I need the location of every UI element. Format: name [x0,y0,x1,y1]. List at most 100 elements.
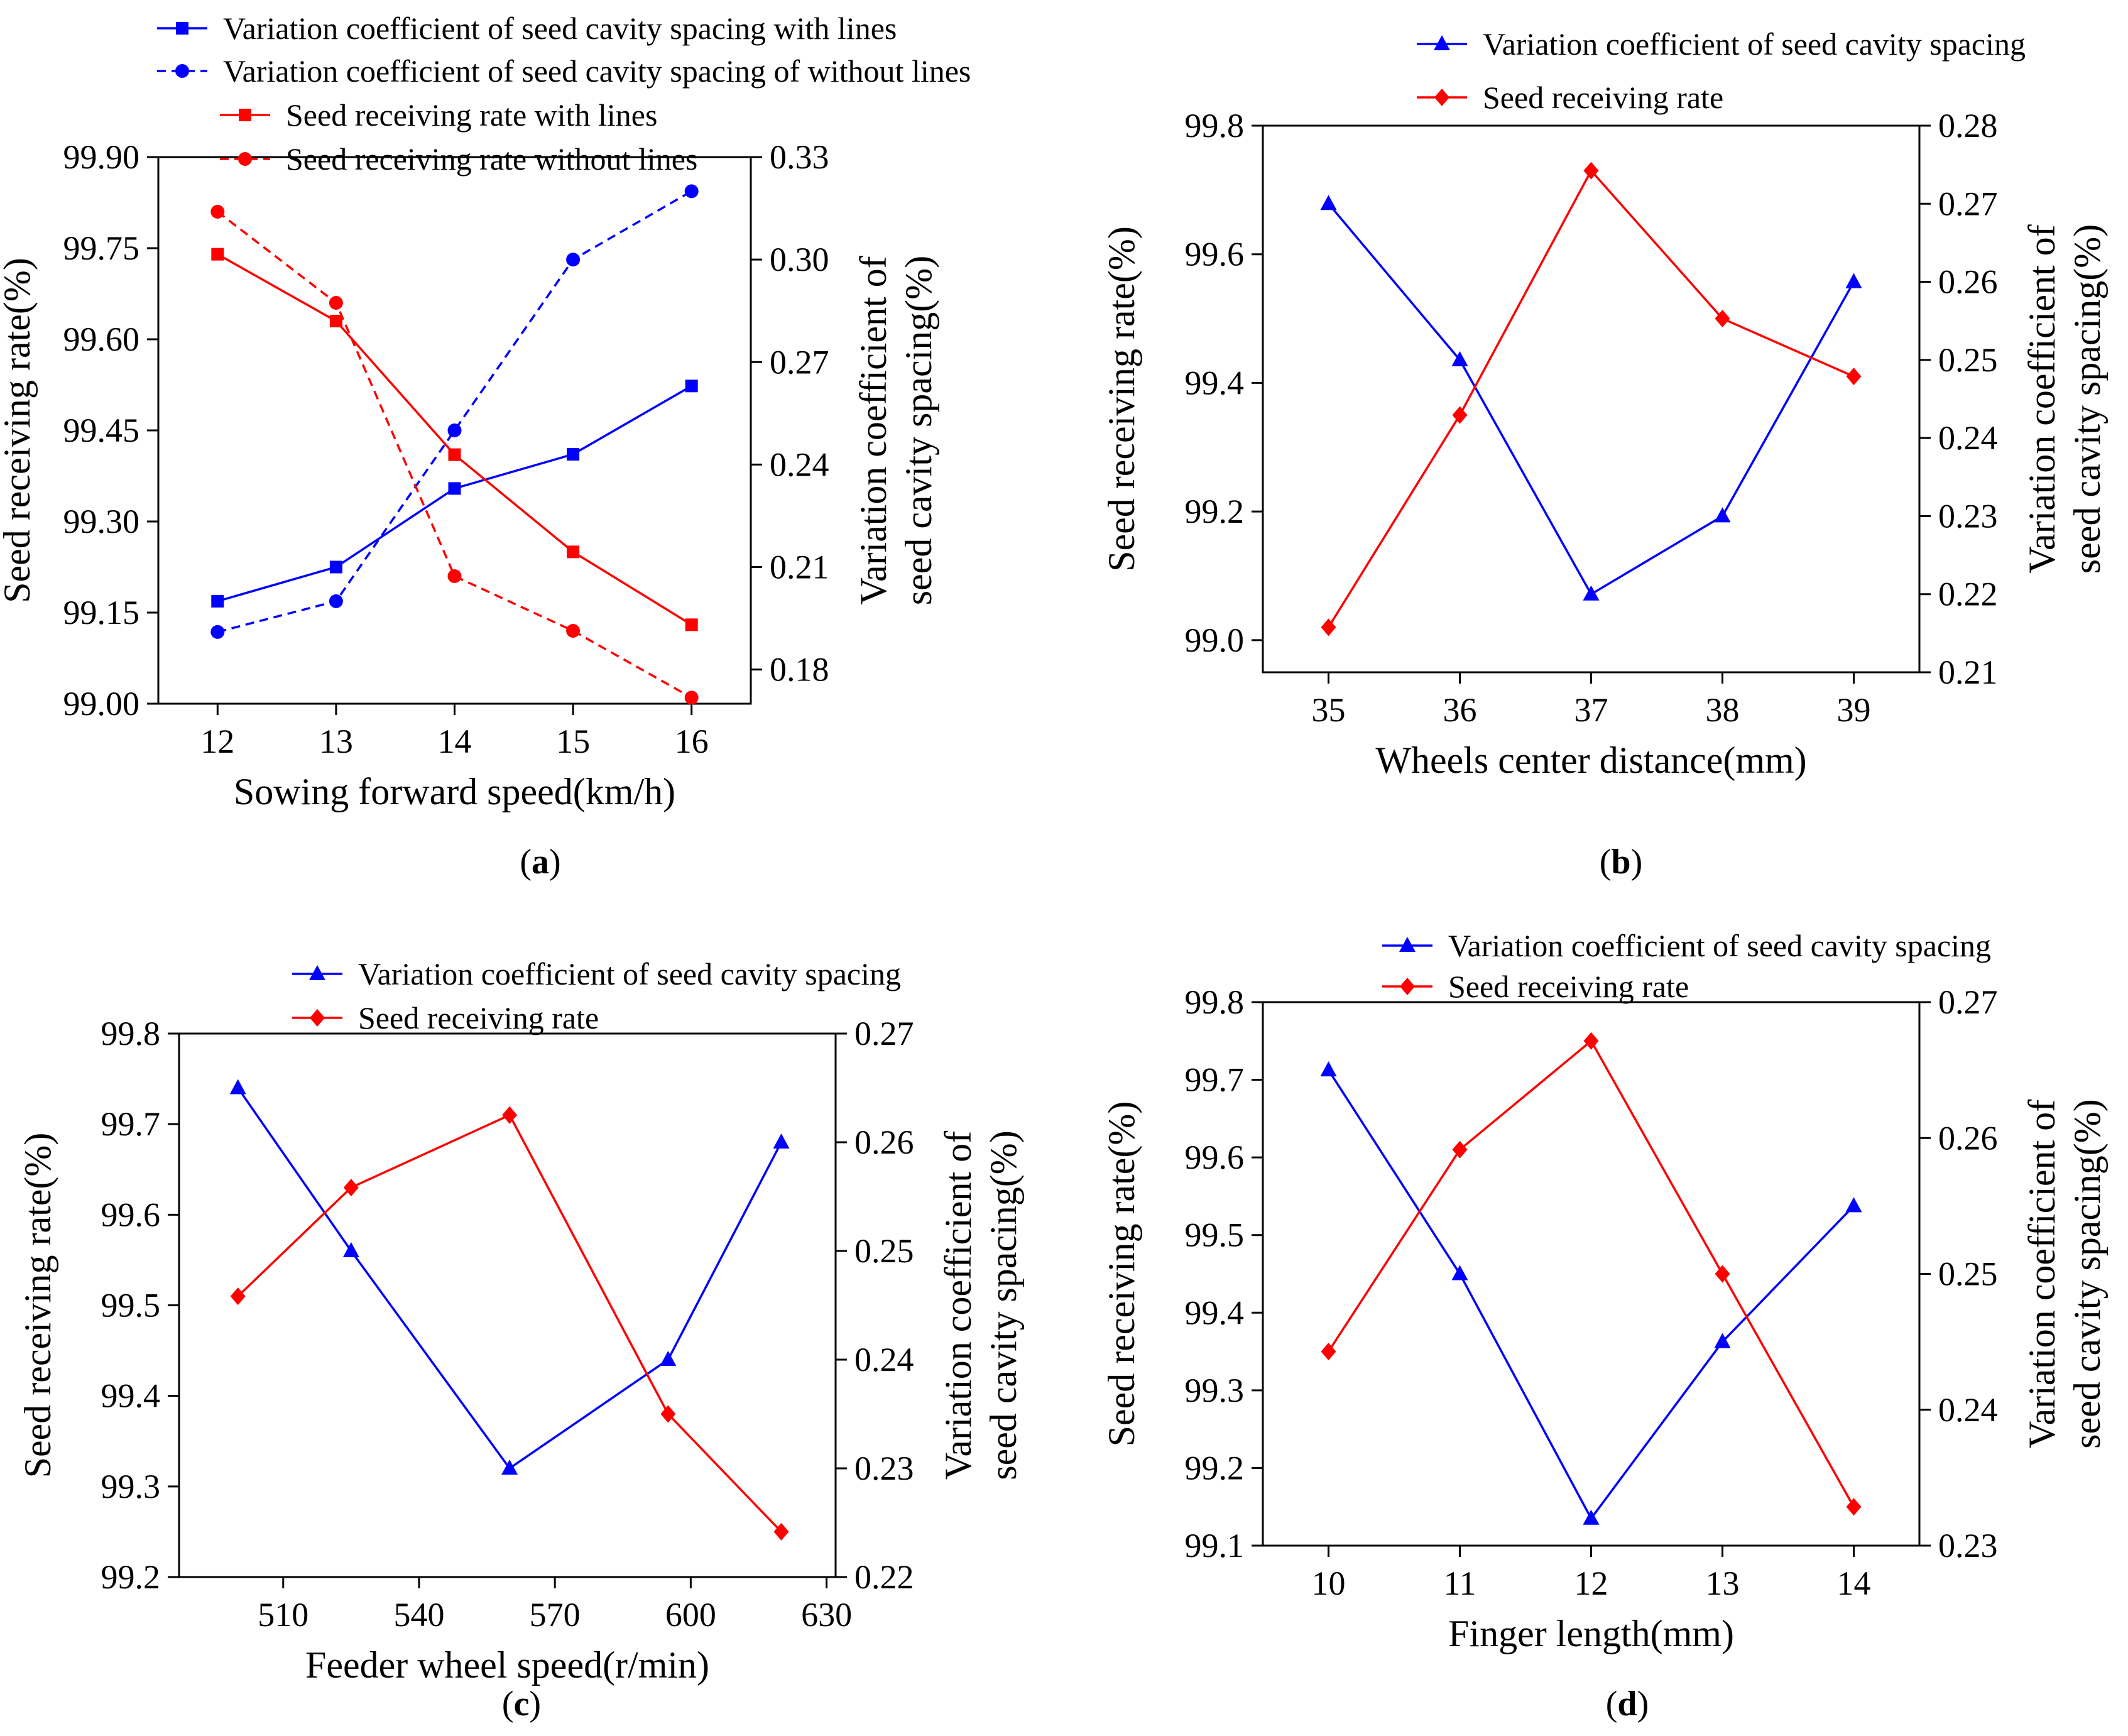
series-line [217,253,692,626]
legend-label: Seed receiving rate without lines [286,141,697,177]
y-left-axis-label: Seed receiving rate(%) [1101,1101,1142,1447]
y-right-axis-label-line: Variation coefficient of [853,256,894,604]
marker-diamond [343,1179,359,1197]
y-right-tick-label: 0.21 [1938,653,1998,691]
x-tick-label: 13 [319,723,353,760]
panel-label: (a) [520,843,560,882]
x-tick-label: 11 [1444,1564,1476,1602]
series-1 [210,184,699,639]
series-line [1328,1069,1855,1521]
y-right-tick-label: 0.22 [1938,576,1998,613]
y-left-tick-label: 99.6 [101,1196,161,1233]
y-right-tick-label: 0.24 [1938,1391,1998,1429]
marker-square [685,618,698,631]
marker-triangle [1320,1061,1337,1077]
x-tick-label: 39 [1837,691,1871,729]
marker-square [239,109,251,121]
marker-diamond [502,1106,518,1124]
marker-circle [175,64,189,78]
plot-frame [1262,1001,1921,1547]
marker-triangle [501,1460,518,1475]
marker-triangle [1845,1197,1862,1213]
series-1 [1321,161,1862,636]
y-right-axis-label-line: seed cavity spacing(%) [898,256,939,605]
marker-triangle [1714,1333,1731,1348]
y-right-tick-label: 0.26 [854,1123,914,1161]
y-right-tick-label: 0.27 [770,343,829,381]
y-right-tick-label: 0.28 [1938,107,1998,145]
marker-triangle [773,1133,790,1149]
y-right-tick-label: 0.25 [1938,1255,1998,1293]
x-tick-label: 600 [665,1596,716,1634]
y-right-axis-label-line: Variation coefficient of [937,1131,979,1480]
y-left-tick-label: 99.7 [1185,1061,1245,1099]
marker-diamond [1846,1498,1862,1516]
y-right-tick-label: 0.24 [770,445,829,483]
y-left-tick-label: 99.45 [63,412,140,449]
marker-triangle [1845,273,1862,288]
marker-circle [329,296,343,310]
x-axis-label: Finger length(mm) [1448,1613,1734,1654]
y-left-axis-label: Seed receiving rate(%) [1101,226,1142,572]
y-left-tick-label: 99.8 [101,1015,161,1052]
series-1 [230,1106,789,1541]
y-right-tick-label: 0.25 [1938,341,1998,379]
x-tick-label: 15 [556,723,590,760]
y-left-tick-label: 99.4 [101,1377,161,1415]
marker-diamond [1321,1343,1336,1361]
x-tick-label: 13 [1706,1564,1740,1602]
marker-diamond [1583,1032,1599,1050]
series-0 [229,1079,790,1475]
marker-square [329,560,342,574]
marker-circle [566,253,581,267]
y-right-tick-label: 0.27 [1938,185,1998,222]
panel-letter: a [532,843,549,882]
series-line [1328,1039,1855,1508]
chart-panel-a: 12 13 14 15 16 99.00 99.15 99.30 99.45 99.60 99.75… [0,11,971,882]
legend-label: Variation coefficient of seed cavity spa… [358,956,901,991]
y-left-axis-label: Seed receiving rate(%) [0,258,38,603]
marker-triangle [1583,1509,1600,1525]
marker-square [685,379,698,393]
marker-triangle [309,965,325,980]
marker-triangle [1714,507,1731,523]
y-right-tick-label: 0.22 [854,1558,914,1596]
y-left-tick-label: 99.90 [63,138,140,176]
marker-diamond [1452,1140,1468,1159]
x-tick-label: 38 [1706,691,1740,729]
marker-triangle [1320,195,1337,210]
marker-triangle [1451,1265,1468,1280]
y-left-tick-label: 99.6 [1185,236,1245,273]
series-line [1328,168,1855,628]
legend-label: Seed receiving rate with lines [286,97,657,133]
y-left-tick-label: 99.6 [1185,1138,1245,1176]
marker-circle [566,624,581,638]
marker-square [567,545,580,559]
y-left-tick-label: 99.30 [63,503,140,540]
y-left-tick-label: 99.2 [101,1558,161,1596]
marker-diamond [1434,89,1449,106]
y-right-tick-label: 0.23 [854,1449,914,1487]
y-left-tick-label: 99.4 [1185,1294,1245,1331]
y-right-axis-label-line: seed cavity spacing(%) [2066,1099,2108,1448]
marker-diamond [1321,618,1336,636]
legend-entry: Seed receiving rate [1417,80,1723,115]
y-right-tick-label: 0.23 [1938,1527,1998,1564]
y-left-tick-label: 99.0 [1185,621,1245,659]
marker-square [329,315,342,327]
marker-circle [684,691,699,705]
marker-square [211,248,224,261]
legend-entry: Variation coefficient of seed cavity spa… [1382,928,1991,963]
y-right-tick-label: 0.27 [854,1015,914,1052]
marker-diamond [1583,161,1599,180]
marker-triangle [660,1351,677,1366]
panel-letter: b [1611,843,1630,882]
series-0 [1320,1061,1862,1525]
legend-entry: Seed receiving rate [1382,969,1689,1004]
marker-diamond [1846,368,1862,386]
y-left-tick-label: 99.4 [1185,364,1245,401]
x-tick-label: 510 [258,1596,308,1634]
y-right-tick-label: 0.26 [1938,1119,1998,1157]
legend-entry: Variation coefficient of seed cavity spa… [292,956,901,991]
